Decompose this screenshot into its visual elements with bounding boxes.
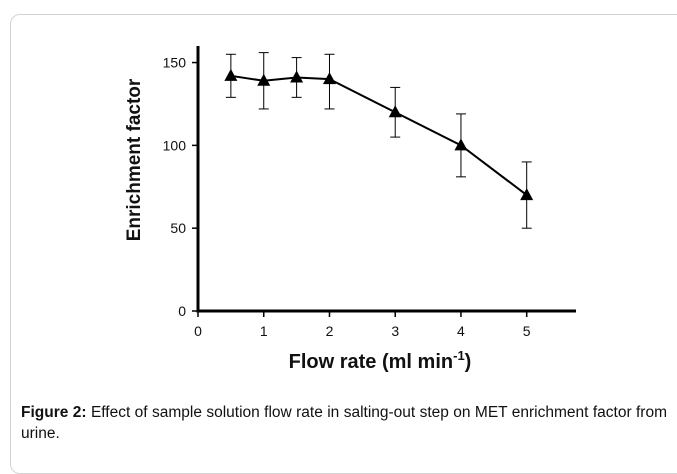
data-point-triangle [257,73,271,86]
series-line [230,74,528,196]
x-tick-label: 0 [194,323,202,339]
data-point-triangle [290,70,304,83]
x-axis-title: Flow rate (ml min-1) [289,348,472,373]
x-tick-label: 5 [523,323,531,339]
x-tick-label: 1 [260,323,268,339]
x-tick-label: 3 [391,323,399,339]
line-chart: 0 50 100 150 0 1 2 3 4 5 Enrichment factor Flow … [124,46,576,373]
y-tick-label: 100 [163,137,187,153]
figure-caption: Figure 2: Effect of sample solution flow… [21,402,667,444]
y-tick-label: 0 [178,303,186,319]
data-point-triangle [224,68,238,81]
y-axis-title: Enrichment factor [124,78,145,241]
x-axis-title-main: Flow rate (ml min [289,351,453,373]
caption-text: Effect of sample solution flow rate in s… [21,404,667,442]
x-tick-label: 4 [457,323,465,339]
y-tick-label: 150 [163,55,187,71]
data-point-triangle [388,105,402,118]
data-point-triangle [520,188,534,201]
series-group [224,52,534,229]
x-axis-ticks: 0 1 2 3 4 5 [194,311,531,339]
y-tick-label: 50 [170,220,186,236]
y-axis-ticks: 0 50 100 150 [163,55,198,319]
x-axis-title-sup: -1 [453,348,465,363]
caption-label: Figure 2: [21,404,87,421]
x-axis-title-close: ) [465,351,472,373]
data-point-triangle [454,138,468,151]
x-tick-label: 2 [326,323,334,339]
data-point-triangle [322,72,336,85]
